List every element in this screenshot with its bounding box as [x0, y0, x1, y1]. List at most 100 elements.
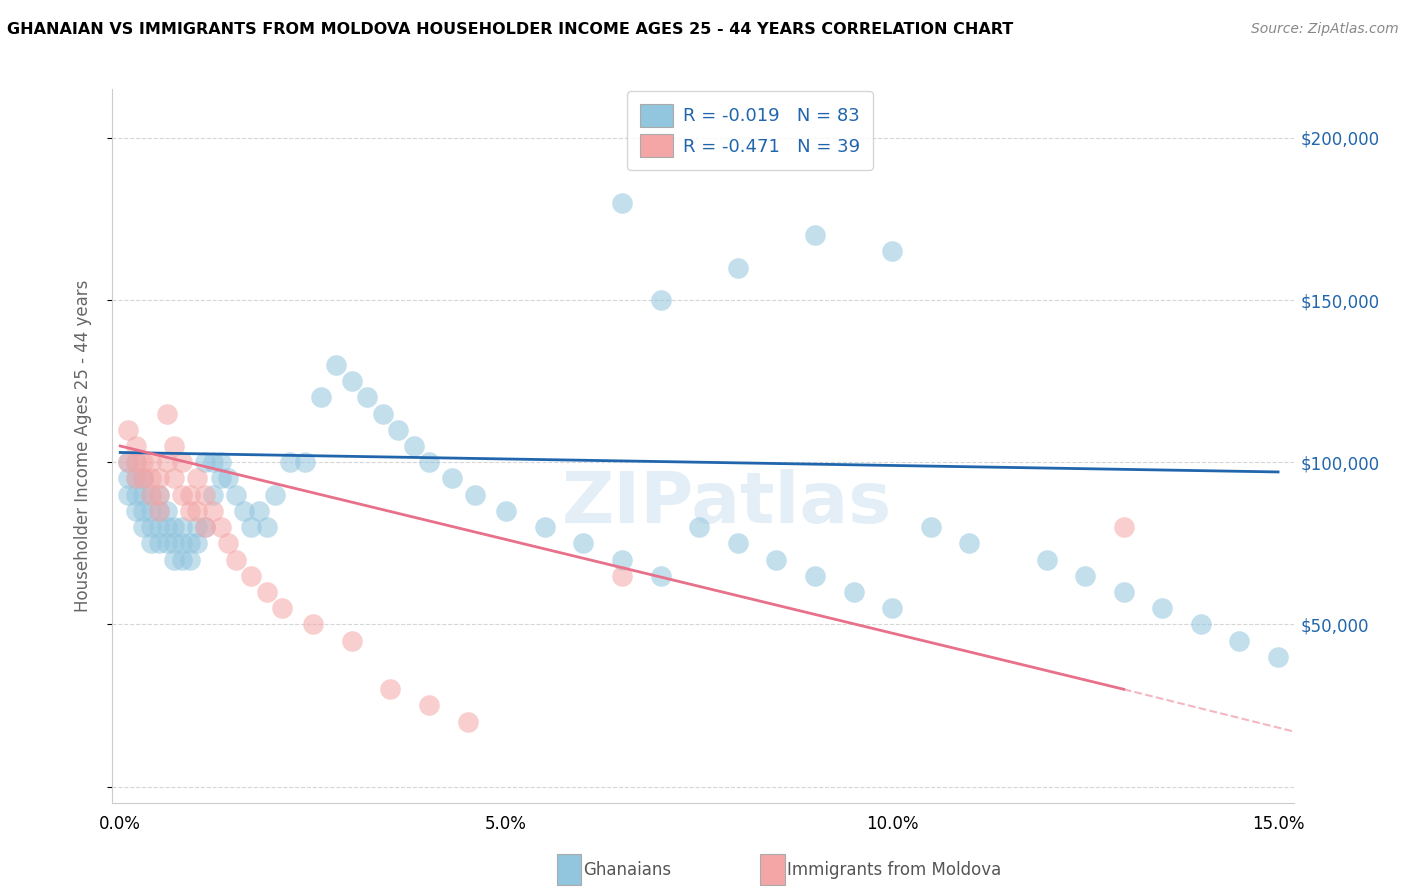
Point: [155, 536, 177, 550]
Point: [240, 520, 263, 534]
Point: [340, 374, 363, 388]
Point: [402, 439, 425, 453]
Point: [1229, 633, 1251, 648]
Point: [650, 568, 672, 582]
Point: [610, 568, 633, 582]
Point: [356, 390, 378, 404]
Point: [418, 698, 440, 713]
Point: [148, 488, 170, 502]
Point: [957, 536, 980, 550]
Point: [201, 455, 224, 469]
Point: [155, 504, 177, 518]
Point: [441, 471, 464, 485]
Point: [155, 520, 177, 534]
Point: [117, 423, 139, 437]
Point: [256, 520, 278, 534]
Point: [170, 520, 193, 534]
Point: [209, 455, 232, 469]
Point: [139, 455, 162, 469]
Point: [139, 488, 162, 502]
Point: [533, 520, 555, 534]
Point: [247, 504, 270, 518]
Point: [124, 455, 146, 469]
Point: [163, 520, 186, 534]
Point: [340, 633, 363, 648]
Point: [194, 520, 217, 534]
Point: [1112, 585, 1135, 599]
Point: [1035, 552, 1057, 566]
Point: [240, 568, 263, 582]
Point: [179, 504, 201, 518]
Point: [124, 504, 146, 518]
Point: [804, 568, 827, 582]
Point: [117, 455, 139, 469]
Point: [688, 520, 710, 534]
Point: [117, 471, 139, 485]
Point: [132, 520, 155, 534]
Point: [371, 407, 394, 421]
Point: [148, 488, 170, 502]
Point: [139, 520, 162, 534]
Point: [1267, 649, 1289, 664]
Point: [163, 536, 186, 550]
Point: [132, 504, 155, 518]
Point: [842, 585, 865, 599]
Point: [325, 358, 347, 372]
Point: [232, 504, 254, 518]
Point: [124, 471, 146, 485]
Point: [179, 552, 201, 566]
Point: [765, 552, 787, 566]
Point: [139, 504, 162, 518]
Point: [194, 455, 217, 469]
Point: [1074, 568, 1097, 582]
Point: [217, 471, 239, 485]
Point: [920, 520, 942, 534]
Point: [124, 488, 146, 502]
Point: [217, 536, 239, 550]
Point: [225, 488, 247, 502]
Point: [139, 471, 162, 485]
Y-axis label: Householder Income Ages 25 - 44 years: Householder Income Ages 25 - 44 years: [73, 280, 91, 612]
Point: [495, 504, 517, 518]
Point: [209, 520, 232, 534]
Legend: R = -0.019   N = 83, R = -0.471   N = 39: R = -0.019 N = 83, R = -0.471 N = 39: [627, 91, 873, 170]
Point: [1112, 520, 1135, 534]
Point: [132, 455, 155, 469]
Point: [170, 455, 193, 469]
Point: [194, 520, 217, 534]
Point: [155, 407, 177, 421]
Point: [572, 536, 595, 550]
Point: [170, 552, 193, 566]
Point: [186, 520, 208, 534]
Point: [148, 471, 170, 485]
Point: [302, 617, 325, 632]
Point: [271, 601, 294, 615]
Point: [139, 488, 162, 502]
Point: [278, 455, 301, 469]
Point: [124, 471, 146, 485]
Point: [139, 536, 162, 550]
Point: [882, 601, 904, 615]
Point: [163, 552, 186, 566]
Point: [225, 552, 247, 566]
Point: [170, 536, 193, 550]
Text: Source: ZipAtlas.com: Source: ZipAtlas.com: [1251, 22, 1399, 37]
Point: [170, 488, 193, 502]
Point: [882, 244, 904, 259]
Point: [309, 390, 332, 404]
Point: [727, 536, 749, 550]
Point: [209, 471, 232, 485]
Point: [148, 504, 170, 518]
Point: [124, 439, 146, 453]
Point: [148, 504, 170, 518]
Point: [117, 455, 139, 469]
Point: [1152, 601, 1174, 615]
Point: [124, 455, 146, 469]
Point: [163, 439, 186, 453]
Point: [186, 471, 208, 485]
Point: [650, 293, 672, 307]
Point: [194, 488, 217, 502]
Text: Immigrants from Moldova: Immigrants from Moldova: [787, 861, 1001, 879]
Point: [256, 585, 278, 599]
Point: [148, 520, 170, 534]
